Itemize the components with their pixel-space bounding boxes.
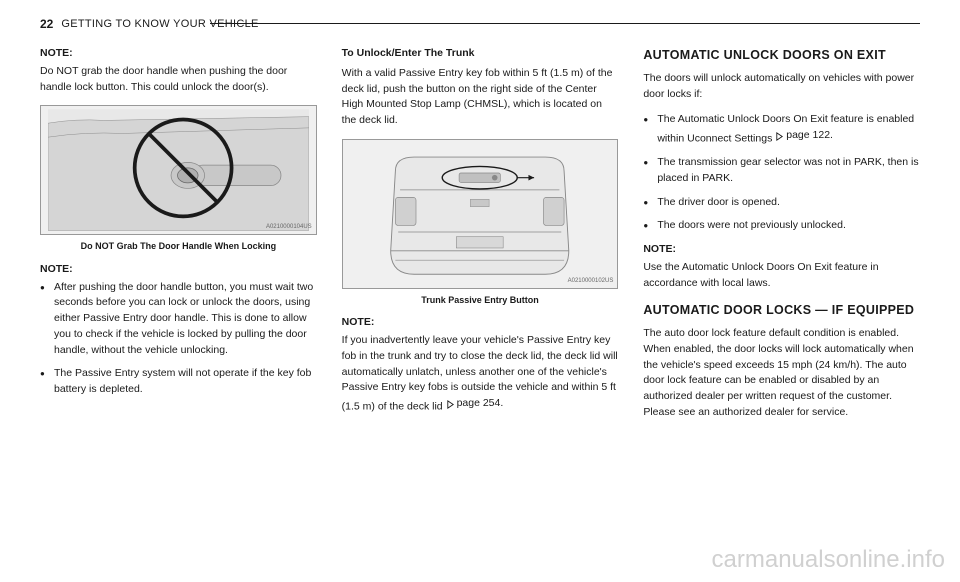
note-text-3: If you inadvertently leave your vehicle'… bbox=[342, 333, 619, 415]
page-ref-text: page 254. bbox=[457, 396, 504, 412]
figure-1-id: A0210000104US bbox=[266, 223, 312, 232]
page-header: 22 GETTING TO KNOW YOUR VEHICLE bbox=[0, 0, 960, 41]
auto-unlock-para: The doors will unlock automatically on v… bbox=[643, 71, 920, 103]
figure-2-id: A0210000102US bbox=[568, 277, 614, 286]
watermark: carmanualsonline.info bbox=[712, 546, 945, 574]
list-item: The transmission gear selector was not i… bbox=[643, 155, 920, 187]
column-1: NOTE: Do NOT grab the door handle when p… bbox=[40, 46, 317, 431]
note-label-1: NOTE: bbox=[40, 46, 317, 62]
note-label-2: NOTE: bbox=[40, 262, 317, 278]
section-title: GETTING TO KNOW YOUR VEHICLE bbox=[61, 18, 258, 30]
page-number: 22 bbox=[40, 17, 53, 31]
content-area: NOTE: Do NOT grab the door handle when p… bbox=[0, 46, 960, 431]
heading-auto-unlock: AUTOMATIC UNLOCK DOORS ON EXIT bbox=[643, 46, 920, 65]
list-item: The Passive Entry system will not operat… bbox=[40, 366, 317, 398]
page-ref-icon bbox=[446, 399, 455, 408]
note-label-3: NOTE: bbox=[342, 315, 619, 331]
heading-auto-locks: AUTOMATIC DOOR LOCKS — IF EQUIPPED bbox=[643, 301, 920, 320]
door-handle-illustration bbox=[48, 109, 309, 231]
figure-2: A0210000102US Trunk Passive Entry Button bbox=[342, 139, 619, 308]
figure-2-caption: Trunk Passive Entry Button bbox=[342, 294, 619, 308]
figure-2-box: A0210000102US bbox=[342, 139, 619, 289]
column-3: AUTOMATIC UNLOCK DOORS ON EXIT The doors… bbox=[643, 46, 920, 431]
list-item: The driver door is opened. bbox=[643, 195, 920, 211]
bullet-list-2: The Automatic Unlock Doors On Exit featu… bbox=[643, 112, 920, 234]
page-ref: page 122. bbox=[775, 128, 833, 144]
note-label-4: NOTE: bbox=[643, 242, 920, 258]
bullet-list-1: After pushing the door handle button, yo… bbox=[40, 280, 317, 398]
list-item: The Automatic Unlock Doors On Exit featu… bbox=[643, 112, 920, 147]
subhead-unlock-trunk: To Unlock/Enter The Trunk bbox=[342, 46, 619, 62]
figure-1-box: A0210000104US bbox=[40, 105, 317, 235]
trunk-illustration bbox=[363, 143, 596, 284]
page-ref-text: page 122. bbox=[786, 128, 833, 144]
trunk-para: With a valid Passive Entry key fob withi… bbox=[342, 66, 619, 129]
figure-1-caption: Do NOT Grab The Door Handle When Locking bbox=[40, 240, 317, 254]
note-text-1: Do NOT grab the door handle when pushing… bbox=[40, 64, 317, 96]
figure-1: A0210000104US Do NOT Grab The Door Handl… bbox=[40, 105, 317, 254]
column-2: To Unlock/Enter The Trunk With a valid P… bbox=[342, 46, 619, 431]
note-text-4: Use the Automatic Unlock Doors On Exit f… bbox=[643, 260, 920, 292]
page-ref: page 254. bbox=[446, 396, 504, 412]
list-item: After pushing the door handle button, yo… bbox=[40, 280, 317, 359]
header-divider bbox=[210, 23, 920, 24]
auto-locks-para: The auto door lock feature default condi… bbox=[643, 326, 920, 421]
page-ref-icon bbox=[775, 131, 784, 140]
list-item: The doors were not previously unlocked. bbox=[643, 218, 920, 234]
